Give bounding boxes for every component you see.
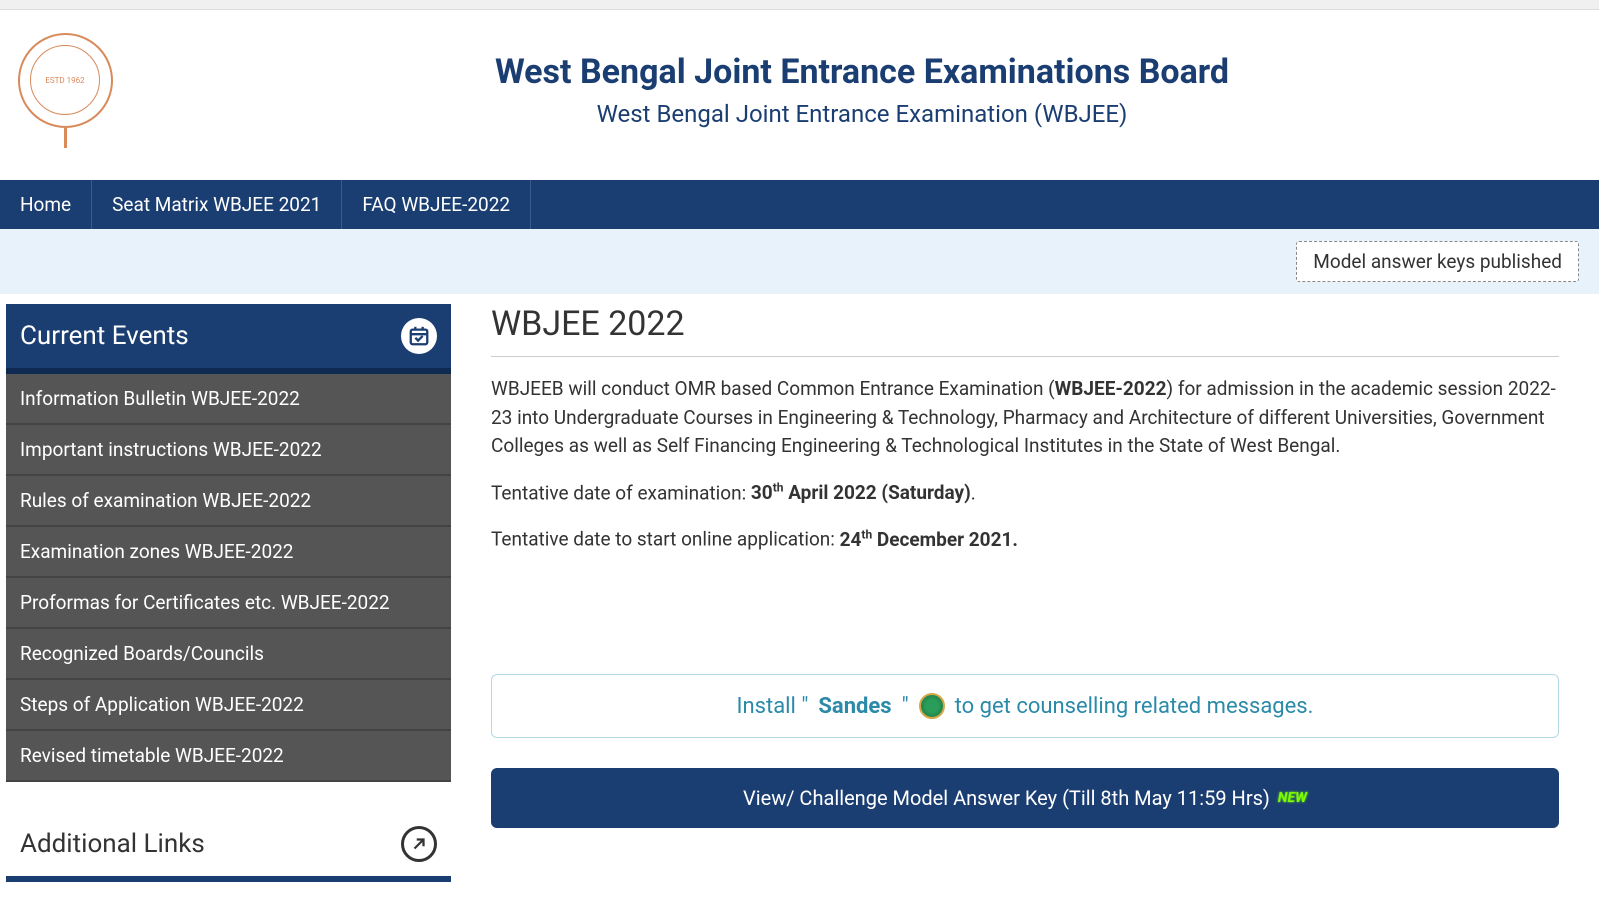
logo-inner-text: ESTD 1962	[30, 45, 100, 115]
additional-links-header: Additional Links	[6, 812, 451, 882]
para2-prefix: Tentative date of examination:	[491, 481, 751, 504]
notice-bar: Model answer keys published	[0, 229, 1599, 294]
install-sandes-box[interactable]: Install " Sandes " to get counselling rela…	[491, 674, 1559, 738]
para3-day: 24	[840, 528, 862, 551]
install-quote-close: "	[902, 694, 909, 719]
sidebar-item-timetable[interactable]: Revised timetable WBJEE-2022	[6, 731, 451, 782]
view-answer-key-button[interactable]: View/ Challenge Model Answer Key (Till 8…	[491, 768, 1559, 828]
para2-rest: April 2022 (Saturday)	[783, 481, 970, 504]
main-divider	[491, 356, 1559, 357]
install-prefix: Install "	[737, 694, 809, 719]
header-text: West Bengal Joint Entrance Examinations …	[135, 52, 1589, 128]
logo-circle: ESTD 1962	[18, 33, 113, 128]
current-events-header: Current Events	[6, 304, 451, 374]
logo-stem	[64, 128, 67, 148]
current-events-title: Current Events	[20, 321, 189, 351]
intro-paragraph: WBJEEB will conduct OMR based Common Ent…	[491, 375, 1559, 461]
para2-period: .	[971, 481, 976, 504]
sidebar-item-info-bulletin[interactable]: Information Bulletin WBJEE-2022	[6, 374, 451, 425]
external-link-icon	[401, 826, 437, 862]
top-strip	[0, 0, 1599, 10]
para2-sup: th	[773, 481, 784, 495]
para3-sup: th	[861, 527, 872, 541]
main-content: WBJEE 2022 WBJEEB will conduct OMR based…	[491, 304, 1589, 828]
para1-prefix: WBJEEB will conduct OMR based Common Ent…	[491, 377, 1055, 400]
header: ESTD 1962 West Bengal Joint Entrance Exa…	[0, 10, 1599, 180]
install-suffix: to get counselling related messages.	[955, 694, 1314, 719]
nav-seat-matrix[interactable]: Seat Matrix WBJEE 2021	[92, 180, 342, 229]
sidebar-item-steps[interactable]: Steps of Application WBJEE-2022	[6, 680, 451, 731]
install-name: Sandes	[818, 694, 891, 719]
nav-home[interactable]: Home	[0, 180, 92, 229]
sidebar: Current Events Information Bulletin WBJE…	[6, 304, 451, 882]
page-subtitle: West Bengal Joint Entrance Examination (…	[135, 100, 1589, 128]
sidebar-item-boards[interactable]: Recognized Boards/Councils	[6, 629, 451, 680]
action-button-label: View/ Challenge Model Answer Key (Till 8…	[743, 786, 1270, 810]
additional-links-title: Additional Links	[20, 829, 205, 859]
para2-day: 30	[751, 481, 773, 504]
logo: ESTD 1962	[15, 30, 115, 150]
main-nav: Home Seat Matrix WBJEE 2021 FAQ WBJEE-20…	[0, 180, 1599, 229]
notice-box[interactable]: Model answer keys published	[1296, 241, 1579, 282]
nav-faq[interactable]: FAQ WBJEE-2022	[342, 180, 531, 229]
calendar-icon	[401, 318, 437, 354]
application-date-paragraph: Tentative date to start online applicati…	[491, 525, 1559, 554]
sidebar-item-zones[interactable]: Examination zones WBJEE-2022	[6, 527, 451, 578]
page-title: West Bengal Joint Entrance Examinations …	[135, 52, 1589, 92]
sandes-icon	[919, 693, 945, 719]
exam-date-paragraph: Tentative date of examination: 30th Apri…	[491, 479, 1559, 508]
para1-bold: WBJEE-2022	[1055, 377, 1167, 400]
sidebar-item-instructions[interactable]: Important instructions WBJEE-2022	[6, 425, 451, 476]
new-badge: NEW	[1278, 790, 1307, 806]
sidebar-item-rules[interactable]: Rules of examination WBJEE-2022	[6, 476, 451, 527]
content-area: Current Events Information Bulletin WBJE…	[0, 294, 1599, 882]
sidebar-item-proformas[interactable]: Proformas for Certificates etc. WBJEE-20…	[6, 578, 451, 629]
para3-rest: December 2021.	[872, 528, 1018, 551]
main-title: WBJEE 2022	[491, 304, 1559, 344]
para3-prefix: Tentative date to start online applicati…	[491, 528, 840, 551]
